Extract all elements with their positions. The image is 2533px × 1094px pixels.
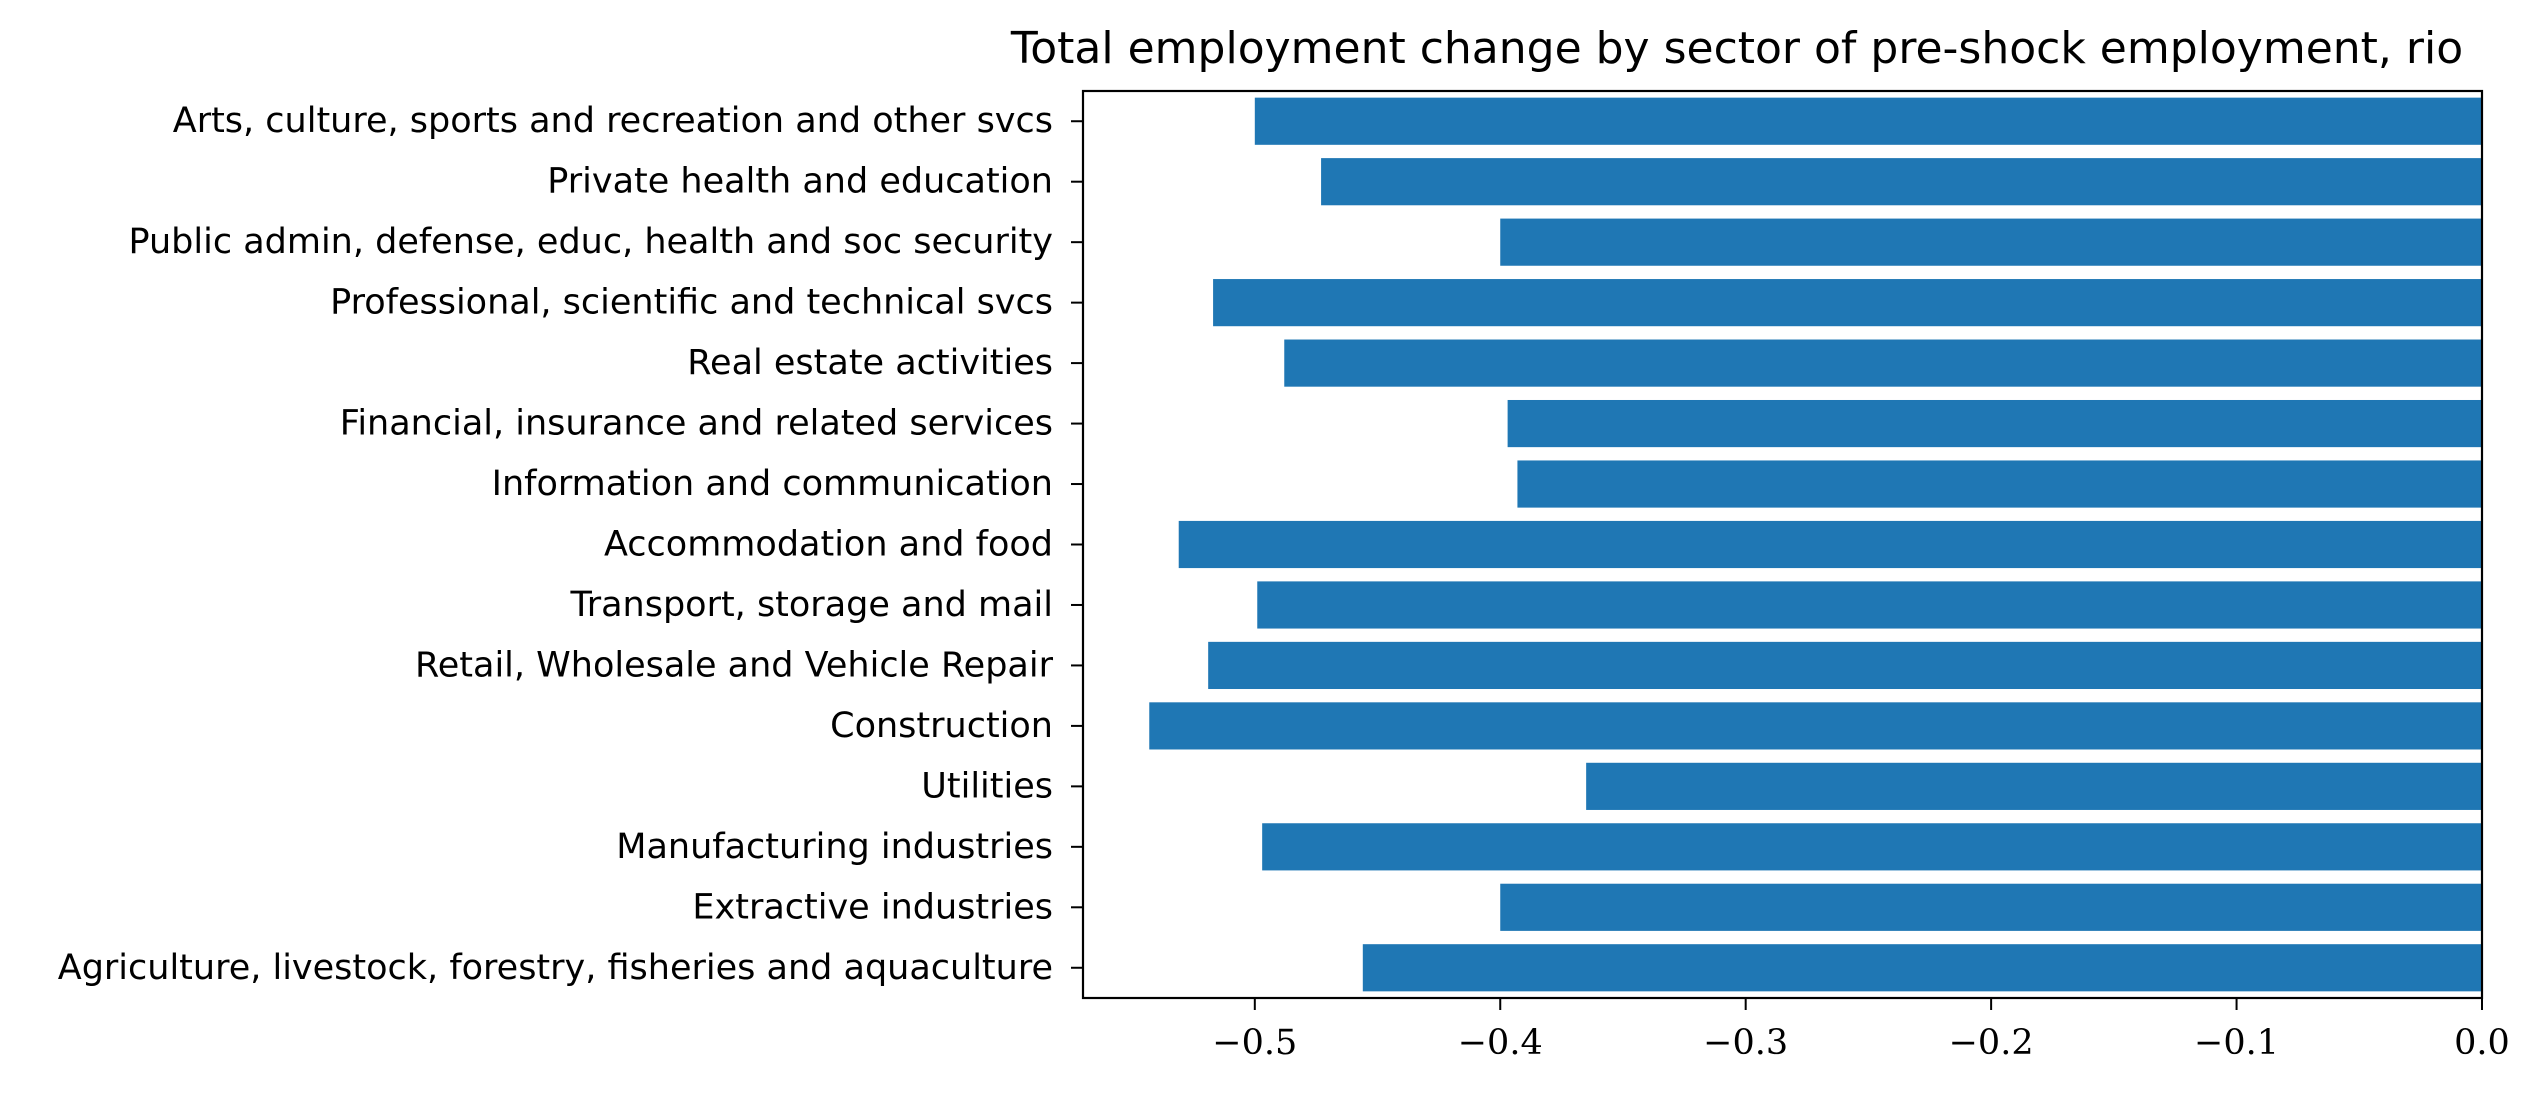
category-label: Professional, scientific and technical s… (330, 283, 1053, 323)
category-labels: Agriculture, livestock, forestry, fisher… (58, 101, 1083, 988)
category-label: Information and communication (492, 464, 1053, 504)
bar (1500, 218, 2482, 266)
category-label: Private health and education (547, 162, 1053, 202)
category-label: Manufacturing industries (616, 827, 1053, 867)
bar (1500, 883, 2482, 931)
category-label: Construction (830, 706, 1053, 746)
bar (1517, 460, 2482, 508)
category-label: Retail, Wholesale and Vehicle Repair (415, 645, 1054, 685)
category-label: Transport, storage and mail (569, 585, 1053, 625)
category-label: Agriculture, livestock, forestry, fisher… (58, 948, 1053, 988)
x-tick-label: −0.5 (1212, 1023, 1297, 1063)
bar (1321, 158, 2482, 206)
x-tick-label: −0.4 (1458, 1023, 1543, 1063)
bar (1586, 762, 2482, 810)
plot-frame (1081, 89, 2484, 1000)
bar (1362, 944, 2482, 992)
category-label: Real estate activities (687, 343, 1053, 383)
category-label: Public admin, defense, educ, health and … (128, 222, 1053, 262)
x-tick-label: −0.2 (1949, 1023, 2034, 1063)
chart-title: Total employment change by sector of pre… (1010, 23, 2463, 74)
bar (1507, 399, 2482, 448)
category-label: Arts, culture, sports and recreation and… (173, 101, 1053, 141)
bar (1178, 520, 2482, 569)
x-axis: −0.5 −0.4 −0.3 −0.2 −0.1 0.0 (1212, 998, 2510, 1063)
category-label: Financial, insurance and related service… (340, 404, 1053, 444)
bar (1257, 581, 2482, 629)
category-label: Extractive industries (692, 887, 1053, 927)
bar (1208, 641, 2482, 690)
bar (1284, 339, 2482, 387)
bar (1254, 97, 2482, 145)
category-label: Utilities (921, 766, 1053, 806)
bars-layer (1149, 97, 2482, 992)
x-tick-label: 0.0 (2454, 1023, 2510, 1063)
x-tick-label: −0.3 (1703, 1023, 1788, 1063)
x-tick-label: −0.1 (2194, 1023, 2279, 1063)
bar (1262, 823, 2482, 871)
bar (1213, 279, 2482, 327)
bar (1149, 702, 2482, 750)
category-label: Accommodation and food (604, 525, 1053, 565)
